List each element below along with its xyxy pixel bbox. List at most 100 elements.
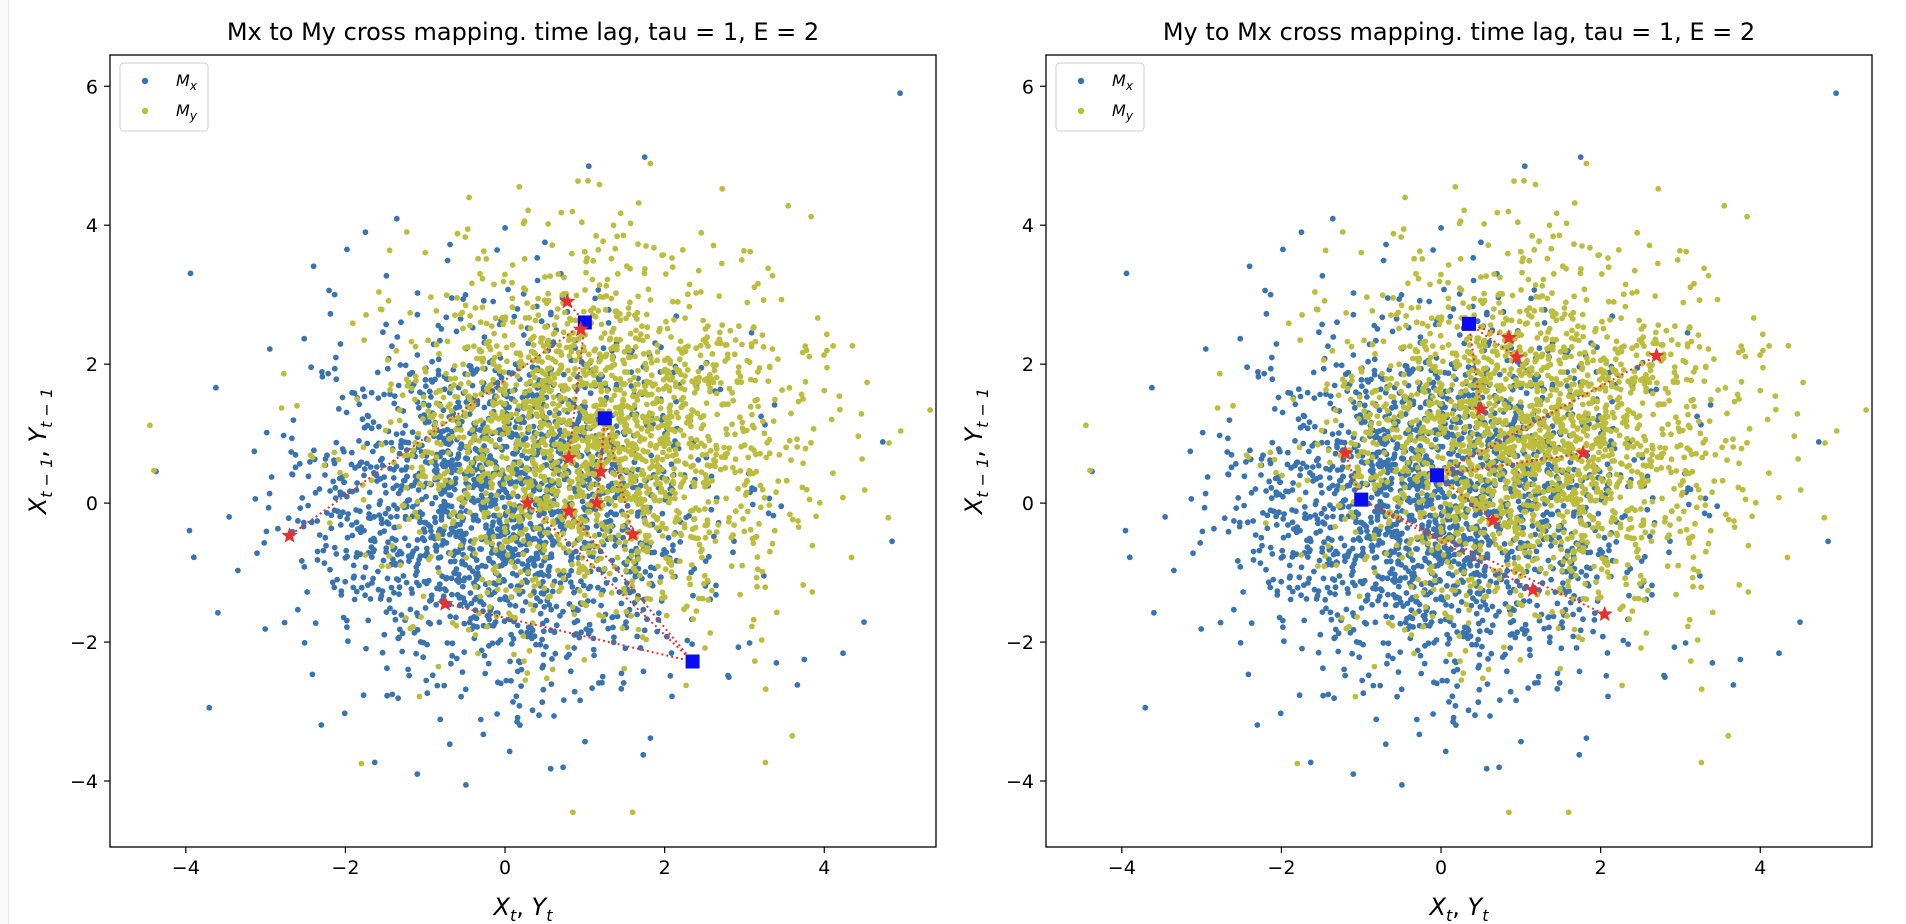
scatter-point — [491, 281, 497, 288]
scatter-point — [800, 460, 806, 467]
scatter-point — [490, 399, 496, 405]
neighbor-star — [281, 527, 298, 543]
scatter-point — [422, 605, 429, 611]
scatter-point — [563, 470, 570, 477]
scatter-point — [690, 408, 697, 414]
scatter-point — [879, 439, 886, 445]
scatter-point — [635, 556, 642, 562]
scatter-point — [491, 354, 498, 361]
scatter-point — [1534, 602, 1540, 609]
scatter-point — [521, 495, 527, 501]
scatter-point — [660, 449, 666, 456]
x-tick-label: 0 — [499, 857, 511, 879]
scatter-point — [499, 454, 505, 460]
scatter-point — [555, 306, 561, 312]
scatter-point — [716, 336, 723, 343]
scatter-point — [505, 286, 511, 293]
scatter-point — [561, 446, 567, 452]
scatter-point — [739, 562, 746, 569]
scatter-point — [464, 226, 471, 233]
scatter-point — [750, 325, 757, 332]
scatter-point — [1230, 606, 1237, 613]
scatter-point — [1280, 534, 1287, 541]
scatter-point — [579, 554, 586, 561]
scatter-point — [608, 397, 614, 403]
scatter-point — [717, 466, 724, 473]
scatter-point — [1364, 596, 1371, 603]
scatter-point — [675, 458, 682, 464]
scatter-point — [621, 369, 628, 375]
scatter-point — [538, 318, 545, 325]
scatter-point — [530, 460, 537, 467]
scatter-point — [389, 343, 395, 350]
scatter-point — [630, 565, 637, 572]
scatter-point — [716, 329, 723, 336]
scatter-point — [435, 508, 442, 515]
scatter-point — [624, 558, 631, 565]
scatter-point — [690, 616, 697, 623]
scatter-point — [575, 178, 581, 185]
scatter-point — [531, 555, 538, 562]
scatter-point — [678, 481, 685, 488]
scatter-point — [327, 488, 333, 494]
scatter-point — [680, 432, 687, 439]
scatter-point — [1477, 603, 1484, 610]
scatter-point — [370, 448, 376, 455]
scatter-point — [541, 547, 548, 554]
scatter-point — [735, 369, 742, 376]
scatter-point — [363, 645, 369, 652]
scatter-point — [437, 554, 444, 561]
scatter-point — [618, 403, 624, 410]
scatter-point — [358, 524, 365, 531]
scatter-point — [518, 441, 524, 448]
scatter-point — [387, 419, 394, 425]
scatter-point — [384, 365, 391, 372]
scatter-point — [533, 497, 539, 503]
scatter-point — [421, 365, 428, 372]
scatter-point — [1391, 571, 1398, 578]
scatter-point — [1707, 402, 1714, 408]
x-axis-label: Xt, Yt — [492, 893, 554, 924]
scatter-point — [683, 682, 689, 689]
scatter-point — [428, 377, 434, 383]
scatter-point — [1267, 365, 1274, 372]
scatter-point — [496, 436, 503, 443]
scatter-point — [288, 449, 295, 455]
scatter-point — [295, 518, 301, 524]
nearest-neighbors — [281, 293, 700, 669]
scatter-point — [1380, 257, 1387, 264]
scatter-point — [499, 431, 506, 438]
scatter-point — [443, 574, 450, 581]
scatter-point — [567, 376, 573, 382]
scatter-point — [462, 234, 469, 240]
y-tick-label: 6 — [86, 76, 98, 98]
scatter-point — [360, 444, 367, 451]
scatter-point — [433, 341, 440, 347]
scatter-point — [520, 332, 527, 338]
scatter-point — [723, 342, 730, 348]
scatter-point — [401, 502, 407, 509]
scatter-point — [428, 294, 434, 300]
scatter-point — [545, 221, 551, 227]
scatter-point — [560, 329, 567, 336]
scatter-point — [1529, 523, 1536, 529]
scatter-point — [1162, 514, 1168, 520]
scatter-point — [385, 520, 392, 527]
scatter-point — [492, 315, 499, 322]
scatter-point — [1388, 475, 1395, 482]
scatter-point — [674, 507, 680, 514]
scatter-point — [398, 612, 405, 618]
scatter-point — [1334, 612, 1341, 618]
scatter-point — [452, 312, 458, 319]
scatter-point — [593, 517, 600, 524]
scatter-point — [1297, 472, 1303, 479]
scatter-point — [324, 452, 330, 459]
scatter-point — [753, 468, 760, 475]
scatter-point — [701, 580, 707, 587]
scatter-point — [484, 539, 490, 545]
scatter-point — [473, 355, 480, 362]
scatter-point — [640, 510, 647, 517]
scatter-point — [553, 622, 560, 629]
scatter-point — [690, 592, 696, 599]
scatter-point — [1362, 388, 1369, 395]
